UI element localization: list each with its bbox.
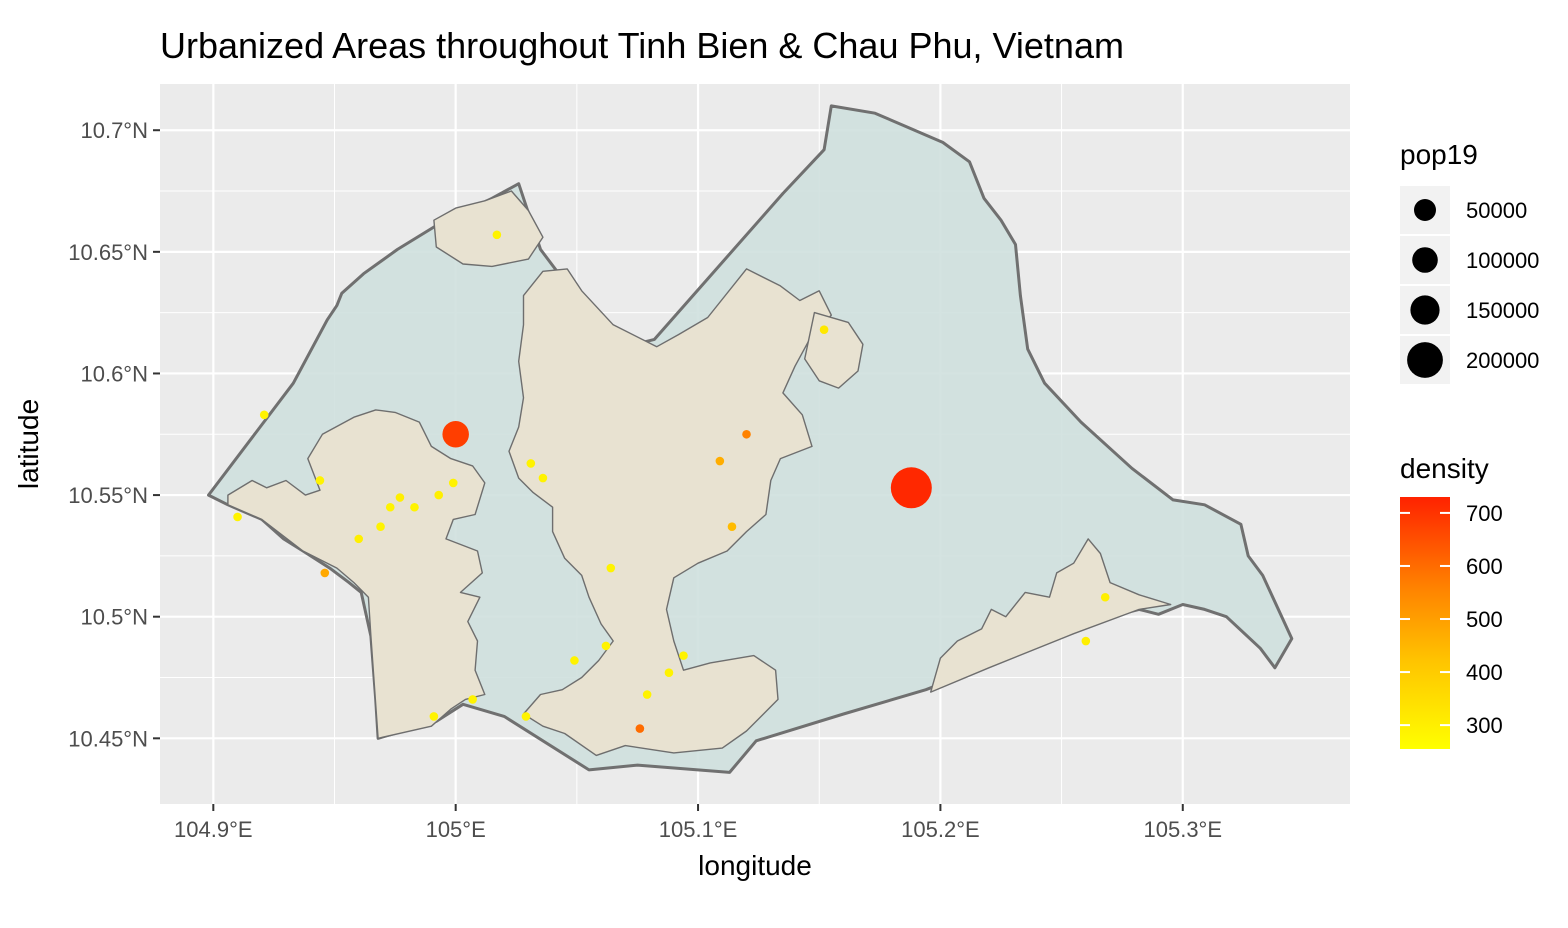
size-legend-dot-1 — [1412, 247, 1438, 273]
settlement-point-14 — [385, 502, 395, 512]
color-legend-title: density — [1400, 453, 1489, 484]
urban-areas — [227, 190, 1172, 757]
x-tick-label-1: 105°E — [426, 817, 486, 842]
settlement-point-1 — [890, 467, 932, 509]
settlement-point-3 — [715, 456, 725, 466]
size-legend-title: pop19 — [1400, 139, 1478, 170]
urban-area-4 — [930, 538, 1172, 693]
y-tick-label-4: 10.65°N — [68, 240, 148, 265]
settlement-point-2 — [742, 429, 751, 439]
settlement-point-30 — [1100, 592, 1110, 602]
x-tick-label-2: 105.1°E — [659, 817, 738, 842]
y-tick-label-3: 10.6°N — [80, 361, 148, 386]
urban-area-1 — [433, 190, 544, 268]
settlement-point-16 — [410, 502, 419, 512]
size-legend-label-1: 100000 — [1466, 248, 1539, 273]
settlement-point-9 — [259, 410, 269, 420]
settlement-point-15 — [395, 493, 405, 502]
settlement-point-13 — [376, 522, 385, 532]
settlement-point-27 — [521, 712, 531, 721]
settlement-point-24 — [679, 651, 688, 660]
y-tick-label-5: 10.7°N — [80, 118, 148, 143]
settlement-point-22 — [601, 641, 611, 651]
settlement-point-8 — [492, 230, 502, 240]
density-colorbar — [1400, 497, 1450, 749]
settlement-point-12 — [354, 534, 364, 544]
colorbar-label-4: 300 — [1466, 713, 1503, 738]
settlement-point-20 — [538, 473, 548, 483]
size-legend-dot-0 — [1414, 199, 1436, 221]
settlement-point-10 — [233, 512, 242, 522]
settlement-point-21 — [606, 563, 616, 573]
settlement-point-11 — [315, 476, 325, 485]
settlement-point-17 — [434, 490, 444, 500]
size-legend-label-0: 50000 — [1466, 198, 1527, 223]
urban-area-2 — [508, 268, 832, 757]
settlement-points — [233, 230, 1110, 733]
settlement-point-19 — [526, 459, 536, 468]
chart-title: Urbanized Areas throughout Tinh Bien & C… — [160, 25, 1124, 66]
y-tick-label-1: 10.5°N — [80, 605, 148, 630]
y-tick-label-0: 10.45°N — [68, 726, 148, 751]
urban-area-3 — [804, 311, 864, 389]
settlement-point-7 — [819, 325, 829, 334]
size-legend-dot-3 — [1407, 342, 1443, 378]
settlement-point-5 — [635, 724, 645, 733]
color-legend: density 700 600 500 400 300 — [1400, 453, 1503, 749]
x-axis-ticks: 104.9°E 105°E 105.1°E 105.2°E 105.3°E — [174, 804, 1222, 842]
settlement-point-6 — [320, 568, 330, 578]
size-legend-dot-2 — [1410, 295, 1440, 325]
settlement-point-28 — [429, 712, 439, 721]
settlement-point-31 — [1081, 636, 1091, 646]
settlement-point-0 — [442, 421, 469, 448]
size-legend-label-3: 200000 — [1466, 348, 1539, 373]
x-tick-label-3: 105.2°E — [901, 817, 980, 842]
settlement-point-25 — [664, 668, 674, 677]
y-tick-label-2: 10.55°N — [68, 483, 148, 508]
settlement-point-29 — [468, 695, 477, 704]
settlement-point-23 — [570, 656, 579, 665]
settlement-point-26 — [642, 690, 652, 699]
settlement-point-4 — [727, 522, 737, 532]
x-tick-label-4: 105.3°E — [1144, 817, 1223, 842]
colorbar-label-3: 400 — [1466, 660, 1503, 685]
size-legend: pop19 50000 100000 150000 200000 — [1400, 139, 1539, 384]
size-legend-label-2: 150000 — [1466, 298, 1539, 323]
y-axis-ticks: 10.45°N 10.5°N 10.55°N 10.6°N 10.65°N 10.7°N — [68, 118, 160, 751]
colorbar-label-0: 700 — [1466, 501, 1503, 526]
settlement-point-18 — [448, 478, 458, 488]
colorbar-label-1: 600 — [1466, 554, 1503, 579]
y-axis-title: latitude — [13, 399, 44, 489]
x-axis-title: longitude — [698, 850, 812, 881]
x-tick-label-0: 104.9°E — [174, 817, 253, 842]
colorbar-label-2: 500 — [1466, 607, 1503, 632]
